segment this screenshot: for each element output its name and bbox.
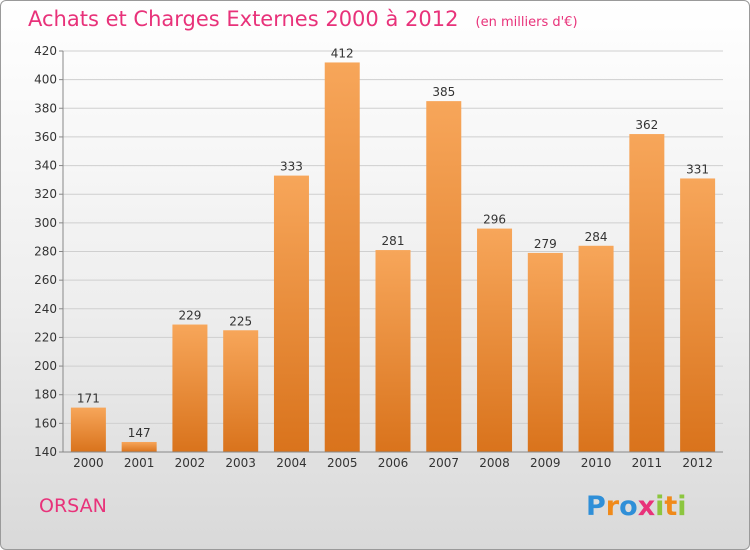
bars: [70, 62, 716, 453]
bar: [273, 175, 309, 452]
bar: [426, 101, 462, 452]
bar: [172, 324, 208, 452]
bar-value-label: 225: [229, 314, 252, 328]
bar-value-label: 362: [635, 118, 658, 132]
logo-letter: i: [655, 491, 665, 522]
bar-value-label: 147: [128, 426, 151, 440]
y-tick-label: 180: [34, 388, 57, 402]
x-tick-label: 2002: [175, 456, 206, 470]
x-tick-label: 2006: [378, 456, 409, 470]
bar: [578, 245, 614, 452]
y-tick-label: 200: [34, 359, 57, 373]
bar-value-label: 229: [178, 309, 201, 323]
y-tick-label: 260: [34, 273, 57, 287]
x-axis: 2000 2001 2002 2003 2004 2005 2006 2007 2008 2009…: [63, 451, 723, 470]
x-tick-label: 2003: [225, 456, 256, 470]
logo-letter: x: [637, 491, 656, 522]
bar: [70, 407, 106, 452]
bar: [527, 252, 563, 452]
logo-letter: t: [664, 491, 678, 522]
x-tick-label: 2011: [632, 456, 663, 470]
proxiti-logo[interactable]: Proxiti: [586, 491, 687, 522]
bar: [324, 62, 360, 452]
y-tick-label: 300: [34, 216, 57, 230]
bar-value-label: 296: [483, 213, 506, 227]
x-tick-label: 2000: [73, 456, 104, 470]
x-tick-label: 2007: [428, 456, 459, 470]
x-tick-label: 2009: [530, 456, 561, 470]
y-tick-label: 220: [34, 330, 57, 344]
bar-value-label: 331: [686, 162, 709, 176]
bar-value-label: 284: [585, 230, 608, 244]
y-tick-label: 360: [34, 130, 57, 144]
y-tick-label: 400: [34, 73, 57, 87]
x-tick-label: 2010: [581, 456, 612, 470]
y-tick-label: 420: [34, 44, 57, 58]
y-tick-label: 340: [34, 159, 57, 173]
bar-value-label: 412: [331, 46, 354, 60]
value-labels: 171 147 229 225 333 412 281 385 296 279 284 362 331: [77, 46, 709, 440]
bar: [121, 441, 157, 452]
y-axis: 140 160 180 200 220 240 260 280 300 320 340 360 380 4…: [34, 44, 64, 459]
x-tick-label: 2004: [276, 456, 307, 470]
bar: [223, 330, 259, 452]
logo-letter: i: [677, 491, 687, 522]
chart-title: Achats et Charges Externes 2000 à 2012: [28, 7, 459, 31]
y-tick-label: 240: [34, 302, 57, 316]
bar-value-label: 333: [280, 160, 303, 174]
town-name: ORSAN: [39, 495, 107, 517]
x-tick-label: 2008: [479, 456, 510, 470]
y-tick-label: 160: [34, 416, 57, 430]
bar: [680, 178, 716, 453]
bar-value-label: 279: [534, 237, 557, 251]
bar-value-label: 281: [382, 234, 405, 248]
bar-value-label: 171: [77, 392, 100, 406]
logo-letter: o: [619, 491, 638, 522]
bar: [375, 250, 411, 452]
bar-value-label: 385: [432, 85, 455, 99]
y-tick-label: 320: [34, 187, 57, 201]
x-tick-label: 2005: [327, 456, 358, 470]
title-block: Achats et Charges Externes 2000 à 2012 (…: [28, 7, 578, 31]
y-tick-label: 280: [34, 245, 57, 259]
logo-letter: r: [605, 491, 620, 522]
chart-unit: (en milliers d'€): [475, 15, 578, 30]
logo-letter: P: [586, 491, 606, 522]
x-tick-label: 2012: [682, 456, 713, 470]
bar: [629, 134, 665, 453]
bar: [477, 228, 513, 452]
x-tick-label: 2001: [124, 456, 155, 470]
y-tick-label: 380: [34, 101, 57, 115]
y-tick-label: 140: [34, 445, 57, 459]
